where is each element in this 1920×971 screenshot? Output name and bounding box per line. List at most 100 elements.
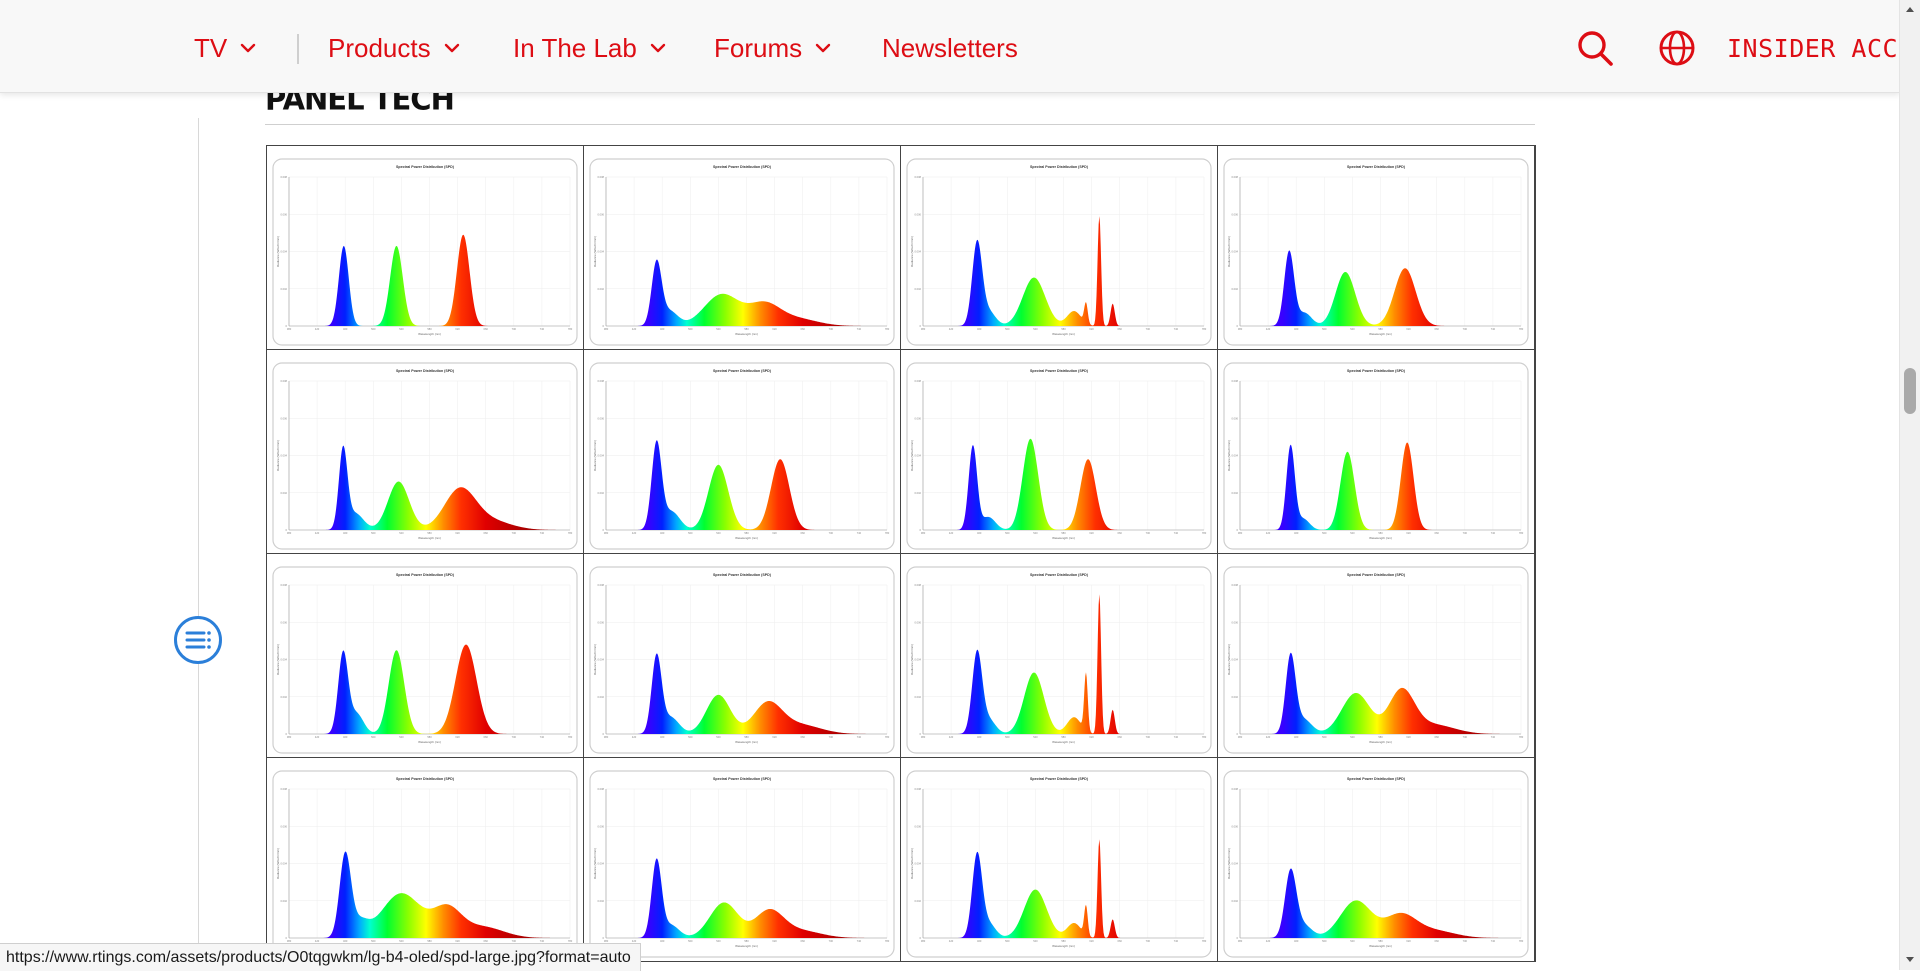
chart-frame [589, 158, 895, 346]
y-tick-label: 0.004 [281, 454, 288, 458]
spd-chart: Spectral Power Distribution (SPD) 0 0.002 0… [1223, 362, 1529, 550]
x-tick-label: 620 [772, 327, 777, 331]
x-tick-label: 620 [1406, 327, 1411, 331]
chart-title: Spectral Power Distribution (SPD) [1347, 573, 1406, 577]
chart-title: Spectral Power Distribution (SPD) [713, 573, 772, 577]
x-tick-label: 460 [977, 735, 982, 739]
y-axis-label: Radiance (W/sr/m²/nm) [276, 848, 280, 879]
x-tick-label: 420 [632, 531, 637, 535]
y-tick-label: 0.004 [598, 454, 605, 458]
scrollbar-thumb[interactable] [1904, 368, 1916, 414]
y-tick-label: 0 [920, 936, 922, 940]
x-tick-label: 700 [1146, 327, 1151, 331]
spd-chart-thumbnail[interactable]: Spectral Power Distribution (SPD) 0 0.002 0… [584, 350, 900, 553]
x-tick-label: 420 [949, 531, 954, 535]
spd-chart-thumbnail[interactable]: Spectral Power Distribution (SPD) 0 0.002 0… [267, 146, 583, 349]
spd-chart-thumbnail[interactable]: Spectral Power Distribution (SPD) 0 0.002 0… [901, 350, 1217, 553]
nav-item-in-the-lab[interactable]: In The Lab [513, 28, 667, 68]
x-tick-label: 740 [1174, 939, 1179, 943]
spd-chart-thumbnail[interactable]: Spectral Power Distribution (SPD) 0 0.002 0… [584, 758, 900, 961]
table-of-contents-button[interactable] [174, 616, 222, 664]
x-axis-label: Wavelength (nm) [1052, 740, 1075, 744]
x-tick-label: 740 [857, 735, 862, 739]
y-axis-label: Radiance (W/sr/m²/nm) [910, 644, 914, 675]
spd-chart-thumbnail[interactable]: Spectral Power Distribution (SPD) 0 0.002 0… [267, 350, 583, 553]
x-tick-label: 740 [1174, 735, 1179, 739]
y-tick-label: 0.006 [1232, 824, 1239, 828]
x-tick-label: 740 [1491, 939, 1496, 943]
insider-access-link[interactable]: INSIDER ACCESS [1727, 34, 1900, 63]
y-axis-label: Radiance (W/sr/m²/nm) [276, 644, 280, 675]
spd-chart-thumbnail[interactable]: Spectral Power Distribution (SPD) 0 0.002 0… [1218, 350, 1534, 553]
x-tick-label: 660 [1435, 735, 1440, 739]
nav-item-label: Forums [714, 32, 803, 63]
nav-item-label: Newsletters [882, 32, 1018, 63]
nav-item-tv[interactable]: TV [194, 28, 257, 68]
spd-chart: Spectral Power Distribution (SPD) 0 0.002 0… [1223, 158, 1529, 346]
spd-chart-thumbnail[interactable]: Spectral Power Distribution (SPD) 0 0.002 0… [1218, 146, 1534, 349]
spd-chart-thumbnail[interactable]: Spectral Power Distribution (SPD) 0 0.002 0… [267, 554, 583, 757]
x-tick-label: 700 [1146, 735, 1151, 739]
x-tick-label: 460 [660, 735, 665, 739]
x-tick-label: 540 [716, 939, 721, 943]
nav-item-products[interactable]: Products [328, 28, 461, 68]
spd-chart-thumbnail[interactable]: Spectral Power Distribution (SPD) 0 0.002 0… [584, 554, 900, 757]
nav-item-newsletters[interactable]: Newsletters [882, 28, 1018, 68]
x-axis-label: Wavelength (nm) [735, 944, 758, 948]
chart-title: Spectral Power Distribution (SPD) [1030, 165, 1089, 169]
chart-frame [1223, 566, 1529, 754]
spd-chart: Spectral Power Distribution (SPD) 0 0.002 0… [589, 770, 895, 958]
chart-frame [1223, 362, 1529, 550]
x-tick-label: 580 [427, 327, 432, 331]
chart-frame [272, 566, 578, 754]
spd-chart-thumbnail[interactable]: Spectral Power Distribution (SPD) 0 0.002 0… [1218, 758, 1534, 961]
search-icon[interactable] [1575, 28, 1615, 68]
spd-chart-thumbnail[interactable]: Spectral Power Distribution (SPD) 0 0.002 0… [584, 146, 900, 349]
x-tick-label: 660 [801, 735, 806, 739]
y-tick-label: 0 [603, 936, 605, 940]
x-tick-label: 580 [1378, 939, 1383, 943]
y-tick-label: 0.004 [915, 862, 922, 866]
spd-chart-thumbnail[interactable]: Spectral Power Distribution (SPD) 0 0.002 0… [901, 146, 1217, 349]
x-tick-label: 620 [772, 735, 777, 739]
y-axis-label: Radiance (W/sr/m²/nm) [593, 644, 597, 675]
chart-title: Spectral Power Distribution (SPD) [396, 369, 455, 373]
y-tick-label: 0.002 [915, 491, 922, 495]
x-tick-label: 420 [1266, 531, 1271, 535]
x-tick-label: 420 [315, 531, 320, 535]
spd-chart-thumbnail[interactable]: Spectral Power Distribution (SPD) 0 0.002 0… [901, 554, 1217, 757]
scroll-up-arrow-icon[interactable] [1900, 2, 1920, 18]
spd-chart: Spectral Power Distribution (SPD) 0 0.002 0… [906, 362, 1212, 550]
x-tick-label: 620 [455, 327, 460, 331]
y-tick-label: 0.008 [598, 583, 605, 587]
x-tick-label: 620 [1406, 735, 1411, 739]
chevron-down-icon [815, 43, 831, 53]
x-tick-label: 780 [568, 327, 573, 331]
x-tick-label: 740 [1174, 327, 1179, 331]
x-tick-label: 580 [744, 327, 749, 331]
globe-icon[interactable] [1657, 28, 1697, 68]
chart-frame [272, 158, 578, 346]
scroll-down-arrow-icon[interactable] [1900, 952, 1920, 968]
spd-curve [620, 858, 887, 938]
spd-chart-thumbnail[interactable]: Spectral Power Distribution (SPD) 0 0.002 0… [1218, 554, 1534, 757]
x-axis-label: Wavelength (nm) [418, 740, 441, 744]
x-tick-label: 500 [371, 735, 376, 739]
y-tick-label: 0.002 [281, 899, 288, 903]
y-tick-label: 0.006 [281, 620, 288, 624]
nav-item-forums[interactable]: Forums [714, 28, 832, 68]
y-tick-label: 0.008 [281, 175, 288, 179]
y-axis-label: Radiance (W/sr/m²/nm) [910, 848, 914, 879]
x-axis-label: Wavelength (nm) [735, 332, 758, 336]
chart-title: Spectral Power Distribution (SPD) [1347, 165, 1406, 169]
chart-frame [272, 362, 578, 550]
page-scrollbar[interactable] [1899, 0, 1920, 970]
spd-chart-thumbnail[interactable]: Spectral Power Distribution (SPD) 0 0.002 0… [901, 758, 1217, 961]
x-tick-label: 740 [857, 327, 862, 331]
spd-chart-thumbnail[interactable]: Spectral Power Distribution (SPD) 0 0.002 0… [267, 758, 583, 961]
spd-chart: Spectral Power Distribution (SPD) 0 0.002 0… [1223, 566, 1529, 754]
x-tick-label: 580 [744, 939, 749, 943]
x-tick-label: 540 [716, 531, 721, 535]
x-tick-label: 500 [1322, 531, 1327, 535]
x-tick-label: 500 [1322, 735, 1327, 739]
